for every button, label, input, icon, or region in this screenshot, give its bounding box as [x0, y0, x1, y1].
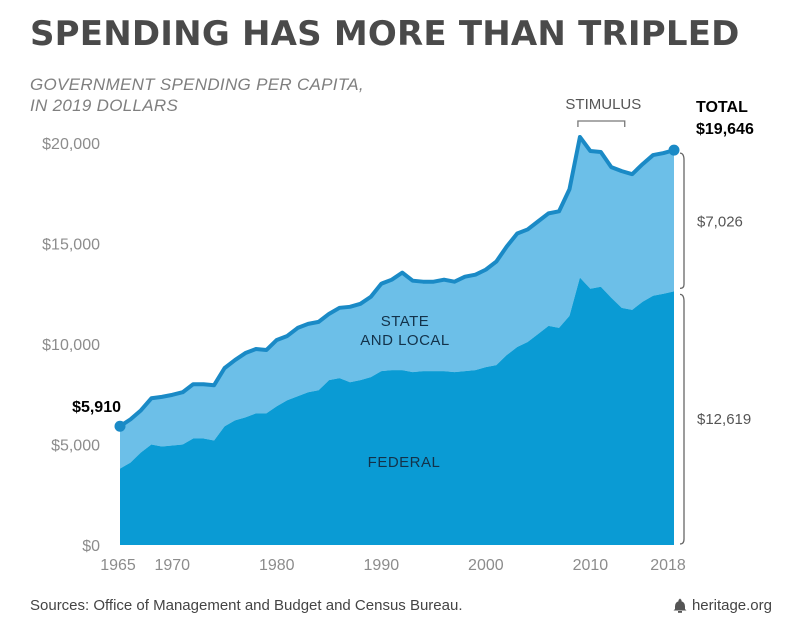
- y-axis-ticks: $0 $5,000 $10,000 $15,000 $20,000: [42, 136, 100, 555]
- x-tick-label: 1965: [100, 557, 136, 574]
- state-and-local-label-line-1: STATE: [381, 313, 430, 330]
- series-area-state-and-local: [120, 136, 674, 469]
- x-tick-label: 1990: [364, 557, 400, 574]
- heritage-bell-icon: [673, 598, 687, 613]
- area-layer: [114, 134, 680, 545]
- state-and-local-label-line-2: AND LOCAL: [360, 332, 450, 349]
- end-total-label: TOTAL: [696, 99, 748, 116]
- y-tick-label: $5,000: [51, 438, 100, 455]
- subtitle-line-2: IN 2019 DOLLARS: [30, 96, 179, 115]
- sources-note: Sources: Office of Management and Budget…: [30, 597, 463, 614]
- start-value-label: $5,910: [72, 399, 121, 416]
- federal-2018-value: $12,619: [697, 411, 751, 428]
- y-tick-label: $20,000: [42, 136, 100, 153]
- point-end-2018: [668, 144, 680, 156]
- annotations-layer: $5,910 TOTAL $19,646 STIMULUS $7,026 $12,619 S…: [72, 96, 754, 545]
- brace-federal: [679, 293, 685, 545]
- stimulus-bracket: [577, 120, 626, 127]
- x-tick-label: 1980: [259, 557, 295, 574]
- y-tick-label: $15,000: [42, 237, 100, 254]
- chart-subtitle: GOVERNMENT SPENDING PER CAPITA, IN 2019 …: [30, 74, 364, 116]
- end-total-value: $19,646: [696, 121, 754, 138]
- y-tick-label: $10,000: [42, 337, 100, 354]
- brace-state-and-local: [679, 152, 685, 290]
- x-axis-ticks: 1965 1970 1980 1990 2000 2010 2018: [100, 557, 686, 574]
- x-tick-label: 1970: [154, 557, 190, 574]
- point-start-1965: [114, 420, 126, 432]
- x-tick-label: 2000: [468, 557, 504, 574]
- state-and-local-2018-value: $7,026: [697, 214, 743, 231]
- x-tick-label: 2010: [573, 557, 609, 574]
- brand-credit[interactable]: heritage.org: [673, 597, 772, 614]
- stimulus-label: STIMULUS: [565, 96, 641, 113]
- series-area-federal: [120, 277, 674, 545]
- y-tick-label: $0: [82, 538, 100, 555]
- x-tick-label: 2018: [650, 557, 686, 574]
- chart-title: SPENDING HAS MORE THAN TRIPLED: [30, 14, 740, 54]
- federal-label: FEDERAL: [368, 454, 441, 471]
- subtitle-line-1: GOVERNMENT SPENDING PER CAPITA,: [30, 75, 364, 94]
- series-line-total: [118, 134, 675, 428]
- brand-name: heritage.org: [691, 597, 772, 614]
